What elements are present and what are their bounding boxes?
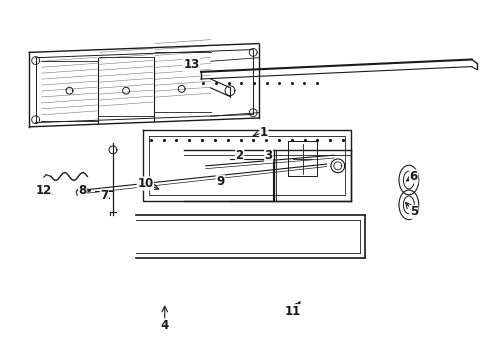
Text: 12: 12 [36,184,52,197]
Text: 10: 10 [137,177,153,190]
Text: 13: 13 [183,58,199,71]
Text: 6: 6 [409,170,417,183]
Text: 7: 7 [100,189,108,202]
Text: 4: 4 [160,319,168,332]
Text: 9: 9 [216,175,224,188]
Text: 2: 2 [235,149,243,162]
Text: 8: 8 [78,184,86,197]
Text: 11: 11 [284,305,300,318]
Text: 1: 1 [259,126,267,139]
Text: 3: 3 [264,149,272,162]
Text: 5: 5 [409,206,417,219]
